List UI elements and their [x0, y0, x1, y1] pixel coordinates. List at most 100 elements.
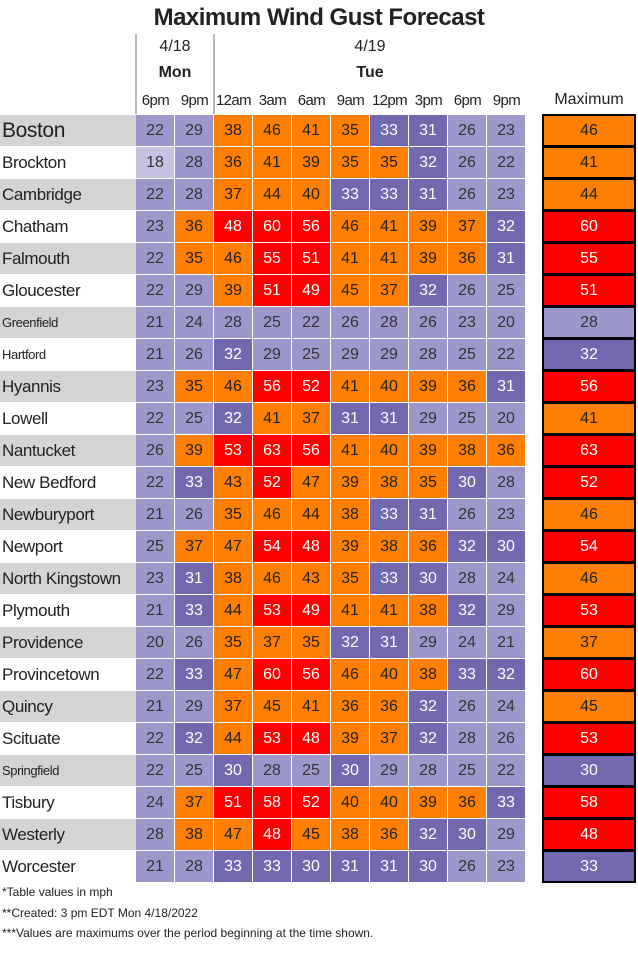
value-cell: 38	[409, 659, 447, 690]
value-cell: 28	[253, 755, 291, 786]
value-cell: 20	[487, 307, 525, 338]
value-cell: 30	[487, 531, 525, 562]
value-cell: 32	[175, 723, 213, 754]
value-cell: 56	[292, 435, 330, 466]
value-cell: 56	[292, 659, 330, 690]
value-cell: 31	[331, 403, 369, 434]
value-cell: 47	[214, 819, 252, 850]
time-header: 9pm	[492, 91, 521, 109]
value-cell: 48	[292, 531, 330, 562]
value-cell: 36	[409, 531, 447, 562]
title: Maximum Wind Gust Forecast	[153, 4, 485, 31]
separator	[213, 34, 215, 114]
max-cell: 53	[542, 722, 636, 755]
value-cell: 26	[409, 307, 447, 338]
value-cell: 25	[175, 755, 213, 786]
value-cell: 56	[292, 211, 330, 242]
row-label: Gloucester	[0, 275, 136, 306]
value-cell: 40	[370, 371, 408, 402]
value-cell: 25	[136, 531, 174, 562]
time-header: 6am	[297, 91, 326, 109]
value-cell: 33	[448, 659, 486, 690]
value-cell: 36	[331, 691, 369, 722]
value-cell: 32	[409, 691, 447, 722]
value-cell: 22	[136, 755, 174, 786]
value-cell: 26	[136, 435, 174, 466]
value-cell: 23	[487, 851, 525, 882]
value-cell: 26	[175, 339, 213, 370]
value-cell: 35	[175, 371, 213, 402]
value-cell: 37	[370, 723, 408, 754]
value-cell: 30	[448, 819, 486, 850]
value-cell: 40	[370, 659, 408, 690]
value-cell: 25	[487, 275, 525, 306]
day-header: Mon	[158, 64, 192, 81]
date-header: 4/18	[159, 38, 191, 55]
value-cell: 29	[409, 403, 447, 434]
max-cell: 55	[542, 242, 636, 275]
value-cell: 36	[487, 435, 525, 466]
row-label: Hyannis	[0, 371, 136, 402]
value-cell: 43	[214, 467, 252, 498]
max-cell: 28	[542, 306, 636, 339]
value-cell: 44	[214, 595, 252, 626]
value-cell: 45	[292, 819, 330, 850]
value-cell: 35	[292, 627, 330, 658]
value-cell: 26	[448, 691, 486, 722]
time-header: 9pm	[180, 91, 209, 109]
value-cell: 38	[331, 499, 369, 530]
value-cell: 33	[370, 499, 408, 530]
max-cell: 54	[542, 530, 636, 563]
value-cell: 26	[448, 147, 486, 178]
value-cell: 37	[175, 531, 213, 562]
value-cell: 32	[409, 819, 447, 850]
value-cell: 29	[253, 339, 291, 370]
value-cell: 38	[175, 819, 213, 850]
value-cell: 26	[448, 499, 486, 530]
max-cell: 60	[542, 210, 636, 243]
day-header: Tue	[356, 64, 384, 81]
value-cell: 53	[253, 595, 291, 626]
value-cell: 39	[175, 435, 213, 466]
value-cell: 23	[448, 307, 486, 338]
value-cell: 29	[487, 819, 525, 850]
value-cell: 33	[175, 595, 213, 626]
value-cell: 48	[214, 211, 252, 242]
max-cell: 63	[542, 434, 636, 467]
value-cell: 22	[136, 179, 174, 210]
value-cell: 25	[253, 307, 291, 338]
value-cell: 22	[487, 339, 525, 370]
value-cell: 48	[292, 723, 330, 754]
value-cell: 37	[292, 403, 330, 434]
value-cell: 38	[409, 595, 447, 626]
row-label: Plymouth	[0, 595, 136, 626]
row-label: Greenfield	[0, 307, 136, 338]
value-cell: 44	[214, 723, 252, 754]
value-cell: 23	[136, 563, 174, 594]
value-cell: 24	[175, 307, 213, 338]
value-cell: 26	[448, 179, 486, 210]
value-cell: 46	[253, 115, 291, 146]
row-label: Falmouth	[0, 243, 136, 274]
value-cell: 30	[331, 755, 369, 786]
value-cell: 32	[409, 275, 447, 306]
time-header: 12pm	[371, 91, 408, 109]
value-cell: 39	[409, 211, 447, 242]
time-header: 9am	[336, 91, 365, 109]
row-label: Lowell	[0, 403, 136, 434]
max-cell: 32	[542, 338, 636, 371]
value-cell: 22	[487, 147, 525, 178]
separator	[135, 34, 137, 114]
row-label: Westerly	[0, 819, 136, 850]
footnote: **Created: 3 pm EDT Mon 4/18/2022	[2, 905, 198, 920]
value-cell: 32	[448, 531, 486, 562]
value-cell: 31	[487, 371, 525, 402]
value-cell: 41	[292, 115, 330, 146]
value-cell: 38	[370, 531, 408, 562]
value-cell: 46	[253, 563, 291, 594]
value-cell: 39	[409, 435, 447, 466]
value-cell: 54	[253, 531, 291, 562]
value-cell: 22	[136, 659, 174, 690]
value-cell: 41	[331, 371, 369, 402]
value-cell: 51	[214, 787, 252, 818]
